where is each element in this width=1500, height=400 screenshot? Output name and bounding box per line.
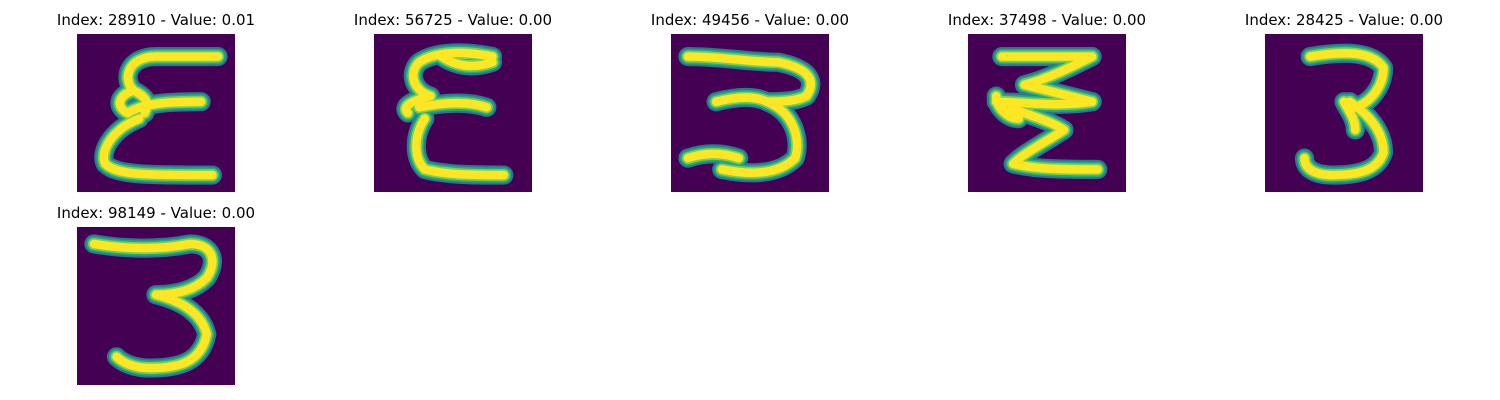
sample-panel-2: Index: 56725 - Value: 0.00 bbox=[328, 12, 578, 192]
digit-image bbox=[374, 34, 532, 192]
panel-title: Index: 56725 - Value: 0.00 bbox=[353, 11, 553, 29]
sample-panel-6: Index: 98149 - Value: 0.00 bbox=[31, 205, 281, 385]
sample-panel-3: Index: 49456 - Value: 0.00 bbox=[625, 12, 875, 192]
digit-image bbox=[968, 34, 1126, 192]
sample-panel-1: Index: 28910 - Value: 0.01 bbox=[31, 12, 281, 192]
digit-image bbox=[77, 34, 235, 192]
digit-image bbox=[77, 227, 235, 385]
panel-title: Index: 28425 - Value: 0.00 bbox=[1244, 11, 1444, 29]
digit-image bbox=[671, 34, 829, 192]
panel-title: Index: 28910 - Value: 0.01 bbox=[56, 11, 256, 29]
sample-panel-4: Index: 37498 - Value: 0.00 bbox=[922, 12, 1172, 192]
panel-title: Index: 37498 - Value: 0.00 bbox=[947, 11, 1147, 29]
panel-title: Index: 49456 - Value: 0.00 bbox=[650, 11, 850, 29]
digit-image bbox=[1265, 34, 1423, 192]
panel-title: Index: 98149 - Value: 0.00 bbox=[56, 204, 256, 222]
sample-panel-5: Index: 28425 - Value: 0.00 bbox=[1219, 12, 1469, 192]
